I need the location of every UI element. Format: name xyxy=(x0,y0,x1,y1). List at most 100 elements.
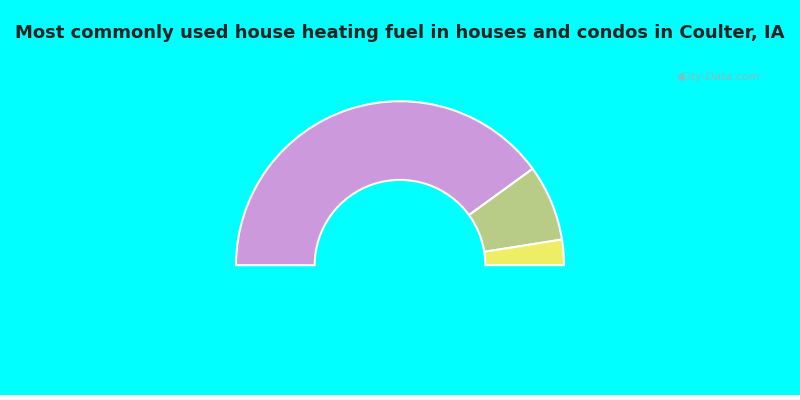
Bar xyxy=(0,397,800,399)
Bar xyxy=(0,396,800,398)
Bar xyxy=(0,398,800,400)
Bar xyxy=(0,396,800,398)
Bar xyxy=(0,398,800,400)
Bar xyxy=(0,398,800,400)
Bar xyxy=(0,396,800,398)
Bar xyxy=(0,398,800,400)
Bar xyxy=(0,398,800,400)
Bar xyxy=(0,398,800,400)
Bar xyxy=(0,398,800,400)
Bar xyxy=(0,398,800,400)
Bar xyxy=(0,396,800,398)
Bar xyxy=(0,397,800,399)
Bar xyxy=(0,396,800,398)
Bar xyxy=(0,397,800,399)
Bar xyxy=(0,396,800,398)
Wedge shape xyxy=(484,240,564,265)
Bar xyxy=(0,397,800,399)
Bar xyxy=(0,397,800,399)
Bar xyxy=(0,397,800,399)
Bar xyxy=(0,396,800,398)
Bar xyxy=(0,396,800,398)
Bar xyxy=(0,397,800,399)
Text: ●: ● xyxy=(676,72,685,82)
Bar xyxy=(0,396,800,398)
Bar xyxy=(0,398,800,400)
Bar xyxy=(0,396,800,398)
Bar xyxy=(0,397,800,399)
Bar xyxy=(0,397,800,399)
Bar xyxy=(0,397,800,399)
Bar xyxy=(0,396,800,398)
Bar xyxy=(0,396,800,398)
Bar xyxy=(0,397,800,399)
Bar xyxy=(0,397,800,399)
Bar xyxy=(0,398,800,400)
Bar xyxy=(0,397,800,399)
Bar xyxy=(0,396,800,398)
Bar xyxy=(0,397,800,399)
Bar xyxy=(0,397,800,399)
Bar xyxy=(0,398,800,400)
Bar xyxy=(0,396,800,398)
Bar xyxy=(0,396,800,398)
Bar xyxy=(0,397,800,399)
Wedge shape xyxy=(236,101,533,265)
Bar xyxy=(0,398,800,399)
Bar xyxy=(0,396,800,398)
Bar xyxy=(0,398,800,400)
Bar xyxy=(0,396,800,398)
Bar xyxy=(0,396,800,398)
Bar xyxy=(0,398,800,400)
Bar xyxy=(0,398,800,400)
Bar xyxy=(0,397,800,399)
Bar xyxy=(0,397,800,399)
Bar xyxy=(0,398,800,400)
Bar xyxy=(0,396,800,398)
Bar xyxy=(0,397,800,399)
Bar xyxy=(0,397,800,399)
Bar xyxy=(0,397,800,399)
Bar xyxy=(0,398,800,400)
Bar xyxy=(0,397,800,399)
Bar xyxy=(0,397,800,399)
Bar xyxy=(0,397,800,399)
Bar xyxy=(0,397,800,399)
Bar xyxy=(0,397,800,399)
Bar xyxy=(0,398,800,400)
Bar xyxy=(0,398,800,400)
Bar xyxy=(0,398,800,400)
Bar xyxy=(0,397,800,399)
Bar xyxy=(0,397,800,399)
Bar xyxy=(0,397,800,399)
Bar xyxy=(0,396,800,398)
Bar xyxy=(0,397,800,399)
Bar xyxy=(0,397,800,399)
Bar xyxy=(0,396,800,398)
Bar xyxy=(0,398,800,400)
Bar xyxy=(0,397,800,399)
Bar xyxy=(0,397,800,399)
Bar xyxy=(0,397,800,399)
Bar xyxy=(0,396,800,398)
Text: Most commonly used house heating fuel in houses and condos in Coulter, IA: Most commonly used house heating fuel in… xyxy=(15,24,785,42)
Bar xyxy=(0,397,800,399)
Bar xyxy=(0,398,800,400)
Bar xyxy=(0,396,800,398)
Bar xyxy=(0,396,800,398)
Bar xyxy=(0,397,800,399)
Bar xyxy=(0,397,800,399)
Bar xyxy=(0,397,800,399)
Bar xyxy=(0,398,800,400)
Bar xyxy=(0,397,800,399)
Bar xyxy=(0,398,800,400)
Bar xyxy=(0,396,800,398)
Bar xyxy=(0,397,800,399)
Bar xyxy=(0,398,800,400)
Bar xyxy=(0,396,800,398)
Bar xyxy=(0,397,800,399)
Bar xyxy=(0,398,800,400)
Bar xyxy=(0,396,800,398)
Bar xyxy=(0,398,800,400)
Bar xyxy=(0,398,800,400)
